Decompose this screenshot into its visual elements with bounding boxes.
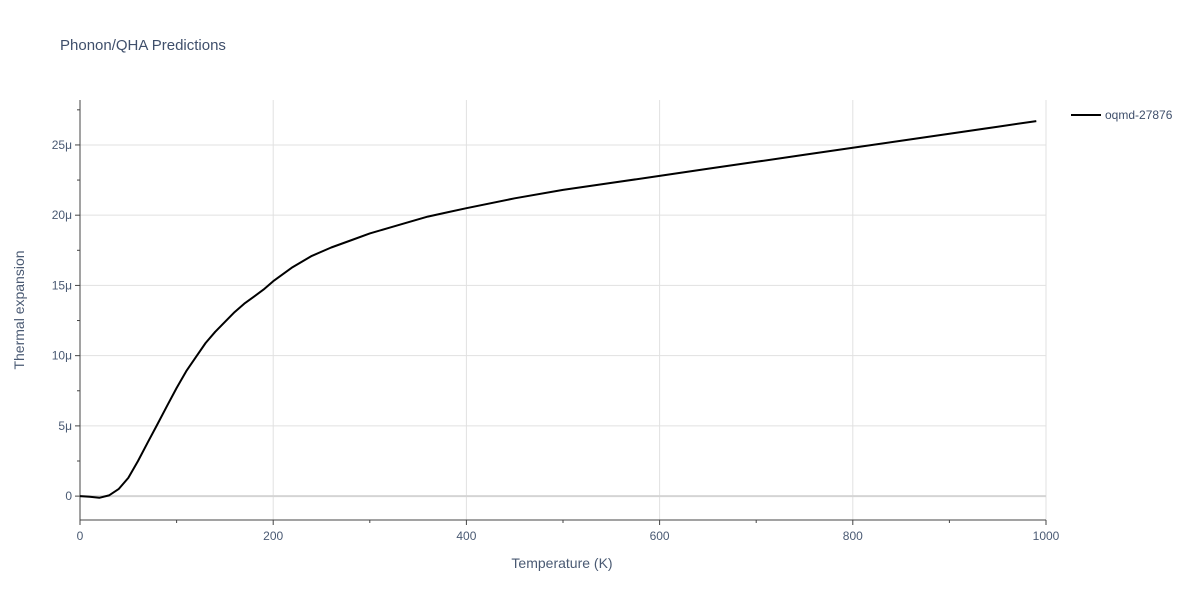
y-tick-label: 25μ (52, 138, 72, 152)
x-tick-label: 200 (263, 529, 283, 543)
axes: 0 200 400 600 800 1000 0 5μ 10μ 15μ 20μ 25μ (52, 100, 1060, 543)
legend-label: oqmd-27876 (1105, 108, 1173, 122)
x-tick-label: 600 (650, 529, 670, 543)
y-tick-label: 20μ (52, 208, 72, 222)
x-tick-label: 0 (77, 529, 84, 543)
x-tick-label: 1000 (1033, 529, 1060, 543)
y-tick-label: 0 (65, 489, 72, 503)
x-tick-label: 400 (456, 529, 476, 543)
y-axis-title: Thermal expansion (11, 250, 27, 369)
y-tick-label: 15μ (52, 278, 72, 292)
chart-title: Phonon/QHA Predictions (60, 37, 226, 54)
x-axis-title: Temperature (K) (511, 555, 612, 571)
grid (80, 100, 1047, 520)
series-line (79, 120, 1037, 499)
y-tick-label: 5μ (58, 419, 72, 433)
y-tick-label: 10μ (52, 349, 72, 363)
legend[interactable]: oqmd-27876 (1071, 108, 1173, 122)
plot-area (79, 120, 1037, 499)
x-tick-label: 800 (843, 529, 863, 543)
